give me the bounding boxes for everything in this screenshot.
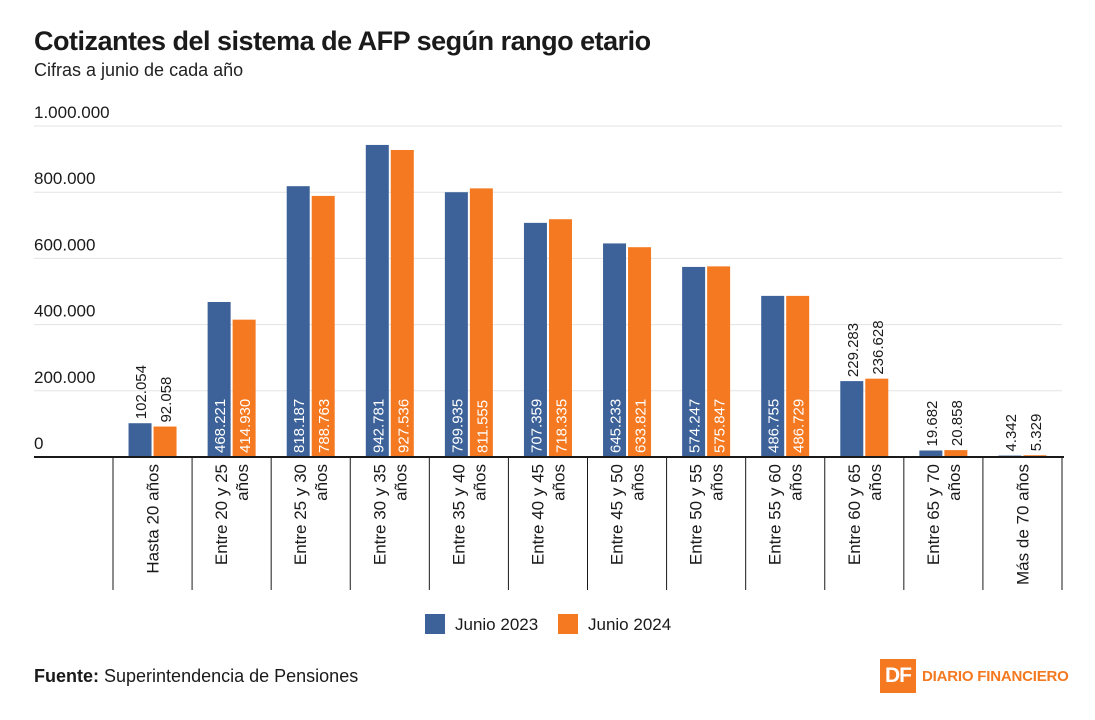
data-label: 236.628: [870, 320, 887, 374]
legend-junio-2024-label: Junio 2024: [588, 615, 671, 634]
data-label: 645.233: [608, 399, 625, 453]
data-label: 486.729: [791, 399, 808, 453]
bar-junio-2024: [153, 426, 177, 457]
x-tick-label: años: [233, 464, 252, 501]
bar-junio-2023: [128, 423, 152, 457]
logo-wordmark: DIARIO FINANCIERO: [922, 668, 1069, 685]
x-tick-label: años: [391, 464, 410, 501]
data-label: 799.935: [449, 399, 466, 453]
y-tick-label: 0: [34, 434, 43, 453]
bar-junio-2024: [628, 247, 652, 457]
bar-junio-2024: [786, 295, 810, 457]
data-label: 927.536: [395, 399, 412, 453]
legend-junio-2024-swatch: [558, 614, 578, 634]
x-tick-label: Entre 20 y 25: [212, 464, 231, 565]
data-label: 5.329: [1028, 414, 1045, 452]
x-tick-label: Hasta 20 años: [144, 464, 163, 574]
data-label: 20.858: [949, 400, 966, 446]
logo-word-diario: DIARIO: [922, 667, 974, 685]
bar-junio-2024: [469, 188, 493, 457]
bar-junio-2024: [707, 266, 731, 457]
data-label: 574.247: [687, 399, 704, 453]
bar-junio-2024: [232, 319, 256, 457]
data-label: 818.187: [291, 399, 308, 453]
bar-junio-2023: [761, 295, 785, 457]
x-tick-label: Entre 50 y 55: [687, 464, 706, 565]
logo-word-financiero: FINANCIERO: [977, 667, 1069, 685]
bar-junio-2024: [548, 219, 572, 457]
bar-junio-2024: [390, 149, 414, 457]
x-tick-label: años: [787, 464, 806, 501]
data-label: 486.755: [766, 399, 783, 453]
source-note: Fuente: Superintendencia de Pensiones: [34, 666, 358, 687]
x-tick-label: años: [549, 464, 568, 501]
chart-subtitle: Cifras a junio de cada año: [34, 60, 244, 80]
x-tick-label: Entre 40 y 45: [528, 464, 547, 565]
df-logo-mark: DF: [880, 659, 916, 693]
y-tick-label: 200.000: [34, 368, 95, 387]
data-label: 718.335: [553, 399, 570, 453]
data-label: 811.555: [474, 400, 491, 453]
bar-junio-2024: [944, 450, 968, 457]
bar-junio-2023: [919, 450, 943, 457]
x-tick-label: Entre 60 y 65: [845, 464, 864, 565]
y-tick-label: 600.000: [34, 235, 95, 254]
x-tick-label: años: [629, 464, 648, 501]
x-tick-label: años: [470, 464, 489, 501]
legend-junio-2023-swatch: [425, 614, 445, 634]
source-text: Superintendencia de Pensiones: [104, 666, 359, 686]
data-label: 575.847: [712, 399, 729, 453]
x-tick-label: Entre 55 y 60: [766, 464, 785, 565]
data-label: 788.763: [316, 399, 333, 453]
bar-junio-2024: [865, 378, 889, 457]
y-tick-label: 800.000: [34, 169, 95, 188]
bar-junio-2024: [311, 195, 335, 458]
bar-junio-2023: [207, 302, 231, 457]
data-label: 414.930: [237, 399, 254, 453]
bar-junio-2023: [682, 266, 706, 457]
x-tick-label: años: [866, 464, 885, 501]
x-tick-label: Entre 35 y 40: [449, 464, 468, 565]
bar-junio-2023: [444, 192, 468, 458]
bar-junio-2023: [365, 144, 389, 457]
source-label: Fuente:: [34, 666, 99, 686]
bar-junio-2023: [840, 381, 864, 457]
data-label: 942.781: [370, 399, 387, 453]
data-label: 468.221: [212, 399, 229, 453]
data-label: 4.342: [1003, 414, 1020, 452]
y-tick-label: 1.000.000: [34, 103, 110, 122]
chart-title: Cotizantes del sistema de AFP según rang…: [34, 26, 651, 56]
brand-logo: DF DIARIO FINANCIERO: [880, 659, 1069, 693]
x-tick-label: Entre 45 y 50: [608, 464, 627, 565]
x-tick-label: años: [312, 464, 331, 501]
data-label: 707.359: [528, 399, 545, 453]
x-tick-label: años: [945, 464, 964, 501]
data-label: 229.283: [845, 323, 862, 377]
x-tick-label: años: [708, 464, 727, 501]
bar-junio-2023: [523, 222, 547, 457]
data-label: 102.054: [133, 365, 150, 419]
x-tick-label: Entre 30 y 35: [370, 464, 389, 565]
data-label: 92.058: [158, 377, 175, 423]
data-label: 19.682: [924, 401, 941, 447]
bar-junio-2023: [286, 186, 310, 457]
y-tick-label: 400.000: [34, 302, 95, 321]
legend-junio-2023-label: Junio 2023: [455, 615, 538, 634]
x-tick-label: Más de 70 años: [1013, 464, 1032, 585]
x-tick-label: Entre 65 y 70: [924, 464, 943, 565]
bar-junio-2023: [603, 243, 627, 457]
data-label: 633.821: [633, 399, 650, 453]
x-tick-label: Entre 25 y 30: [291, 464, 310, 565]
